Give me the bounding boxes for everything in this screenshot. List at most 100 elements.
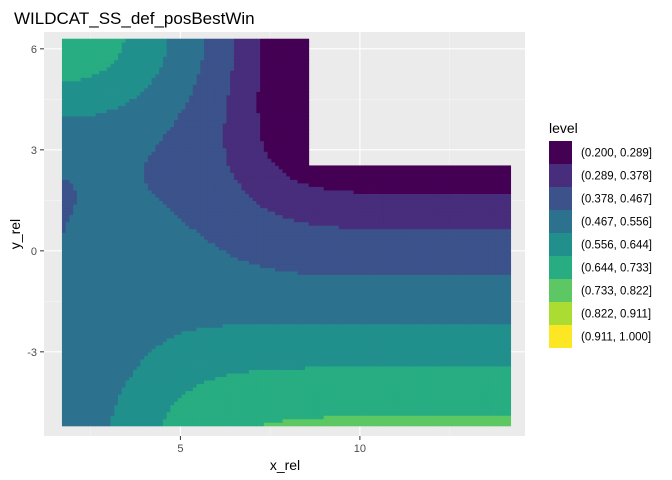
- contour-cell: [151, 387, 156, 392]
- contour-cell: [192, 197, 197, 202]
- contour-cell: [151, 292, 156, 297]
- contour-cell: [95, 49, 100, 54]
- contour-cell: [140, 383, 145, 388]
- contour-cell: [174, 45, 179, 50]
- contour-cell: [114, 186, 119, 191]
- contour-cell: [162, 38, 168, 43]
- contour-cell: [215, 337, 220, 342]
- contour-cell: [95, 334, 100, 339]
- contour-cell: [129, 66, 134, 71]
- contour-cell: [174, 42, 179, 47]
- contour-cell: [192, 214, 197, 219]
- contour-cell: [177, 56, 182, 61]
- contour-cell: [114, 330, 119, 335]
- contour-cell: [61, 242, 67, 247]
- contour-cell: [121, 260, 126, 265]
- contour-cell: [61, 232, 67, 237]
- contour-cell: [200, 45, 205, 50]
- contour-cell: [69, 112, 74, 117]
- contour-cell: [118, 383, 123, 388]
- contour-cell: [129, 348, 134, 353]
- contour-cell: [91, 116, 96, 121]
- contour-cell: [125, 176, 130, 180]
- contour-cell: [125, 249, 130, 254]
- contour-cell: [159, 362, 164, 367]
- contour-cell: [76, 256, 82, 261]
- contour-cell: [129, 246, 134, 251]
- contour-cell: [65, 207, 70, 212]
- contour-cell: [170, 105, 175, 110]
- contour-cell: [84, 66, 89, 71]
- contour-cell: [106, 271, 111, 275]
- contour-cell: [189, 151, 194, 156]
- contour-cell: [181, 330, 186, 335]
- contour-cell: [189, 404, 194, 409]
- contour-cell: [144, 133, 149, 138]
- contour-cell: [155, 355, 160, 360]
- contour-cell: [114, 411, 119, 416]
- contour-cell: [132, 137, 138, 142]
- contour-cell: [211, 341, 216, 346]
- contour-cell: [211, 397, 216, 402]
- contour-cell: [76, 218, 82, 223]
- contour-cell: [121, 172, 126, 177]
- contour-cell: [114, 105, 119, 110]
- contour-cell: [222, 366, 227, 370]
- contour-cell: [177, 295, 182, 300]
- contour-cell: [162, 168, 168, 173]
- contour-cell: [204, 274, 209, 279]
- contour-cell: [181, 165, 186, 170]
- contour-cell: [174, 91, 179, 96]
- contour-cell: [218, 323, 224, 328]
- contour-cell: [162, 66, 168, 71]
- contour-cell: [218, 249, 224, 254]
- contour-cell: [95, 337, 100, 342]
- contour-cell: [189, 344, 194, 349]
- contour-cell: [129, 256, 134, 261]
- contour-cell: [84, 42, 89, 47]
- contour-cell: [129, 281, 134, 286]
- contour-cell: [91, 278, 96, 282]
- contour-cell: [181, 98, 186, 103]
- contour-cell: [114, 140, 119, 145]
- contour-cell: [200, 373, 205, 378]
- contour-cell: [204, 204, 209, 209]
- contour-cell: [121, 362, 126, 367]
- contour-cell: [76, 116, 82, 121]
- contour-cell: [118, 292, 123, 297]
- contour-cell: [155, 334, 160, 339]
- contour-cell: [73, 422, 78, 427]
- contour-cell: [136, 73, 141, 78]
- contour-cell: [215, 193, 220, 198]
- contour-cell: [76, 253, 82, 258]
- contour-cell: [69, 373, 74, 378]
- contour-cell: [114, 161, 119, 166]
- contour-cell: [215, 341, 220, 346]
- contour-cell: [88, 186, 93, 191]
- contour-cell: [132, 337, 138, 342]
- contour-cell: [155, 376, 160, 381]
- contour-cell: [207, 119, 212, 124]
- contour-cell: [114, 144, 119, 149]
- contour-cell: [106, 102, 111, 107]
- contour-cell: [170, 337, 175, 342]
- contour-cell: [155, 190, 160, 194]
- contour-cell: [84, 344, 89, 349]
- contour-cell: [174, 295, 179, 300]
- contour-cell: [84, 281, 89, 286]
- contour-cell: [211, 327, 216, 332]
- contour-cell: [121, 313, 126, 318]
- contour-cell: [200, 376, 205, 381]
- contour-cell: [200, 274, 205, 279]
- contour-cell: [91, 387, 96, 392]
- contour-cell: [132, 168, 138, 173]
- contour-cell: [211, 193, 216, 198]
- contour-cell: [73, 415, 78, 420]
- contour-cell: [65, 42, 70, 47]
- contour-cell: [76, 288, 82, 293]
- contour-cell: [211, 362, 216, 367]
- contour-cell: [65, 281, 70, 286]
- contour-cell: [162, 56, 168, 61]
- contour-cell: [121, 302, 126, 307]
- contour-cell: [129, 376, 134, 381]
